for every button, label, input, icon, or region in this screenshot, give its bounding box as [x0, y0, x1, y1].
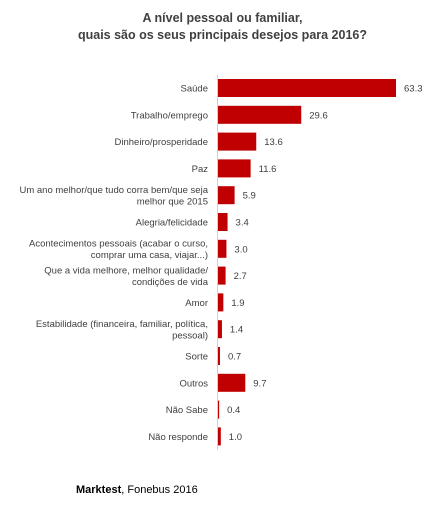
value-label: 11.6 — [259, 164, 277, 175]
category-label: Que a vida melhore, melhor qualidade/con… — [44, 265, 208, 288]
bar — [218, 132, 257, 151]
category-label: Outros — [179, 378, 208, 389]
bar — [218, 213, 228, 231]
category-label: Um ano melhor/que tudo corra bem/que sej… — [19, 185, 208, 208]
bar — [218, 293, 224, 312]
category-label: Acontecimentos pessoais (acabar o curso,… — [29, 239, 208, 261]
category-label: Alegria/felicidade — [136, 218, 208, 229]
value-label: 3.0 — [234, 244, 247, 255]
source-note: Marktest, Fonebus 2016 — [76, 484, 198, 496]
value-label: 2.7 — [234, 271, 247, 282]
value-label: 0.4 — [227, 405, 240, 416]
category-label: Amor — [185, 298, 208, 309]
bar — [218, 266, 226, 285]
category-label: Sorte — [185, 352, 208, 363]
category-label: Saúde — [181, 84, 208, 95]
value-label: 1.9 — [231, 298, 244, 309]
bar — [218, 427, 221, 446]
value-label: 0.7 — [228, 352, 241, 363]
value-label: 1.0 — [229, 432, 242, 443]
source-detail: , Fonebus 2016 — [121, 484, 198, 496]
bar — [218, 159, 251, 178]
category-label: Trabalho/emprego — [131, 110, 208, 121]
value-label: 9.7 — [253, 378, 266, 389]
value-label: 1.4 — [230, 325, 243, 336]
category-label: Dinheiro/prosperidade — [115, 137, 208, 148]
bar — [218, 347, 220, 365]
bar — [218, 320, 222, 339]
bar — [218, 239, 227, 258]
bar — [218, 400, 220, 419]
bar — [218, 105, 302, 124]
value-label: 29.6 — [309, 110, 328, 121]
value-label: 13.6 — [264, 137, 283, 148]
chart-title-line-1: A nível pessoal ou familiar, — [142, 11, 303, 25]
source-brand: Marktest — [76, 484, 122, 496]
bar — [218, 79, 396, 97]
value-label: 63.3 — [404, 84, 423, 95]
category-label: Paz — [192, 164, 209, 175]
value-label: 3.4 — [236, 218, 249, 229]
bar — [218, 186, 235, 205]
value-label: 5.9 — [243, 191, 256, 202]
category-label: Estabilidade (financeira, familiar, polí… — [36, 319, 208, 342]
category-label: Não responde — [148, 432, 208, 443]
bar — [218, 373, 246, 392]
chart-title: A nível pessoal ou familiar, quais são o… — [0, 10, 445, 44]
chart-title-line-2: quais são os seus principais desejos par… — [77, 28, 368, 42]
category-label: Não Sabe — [166, 405, 208, 416]
